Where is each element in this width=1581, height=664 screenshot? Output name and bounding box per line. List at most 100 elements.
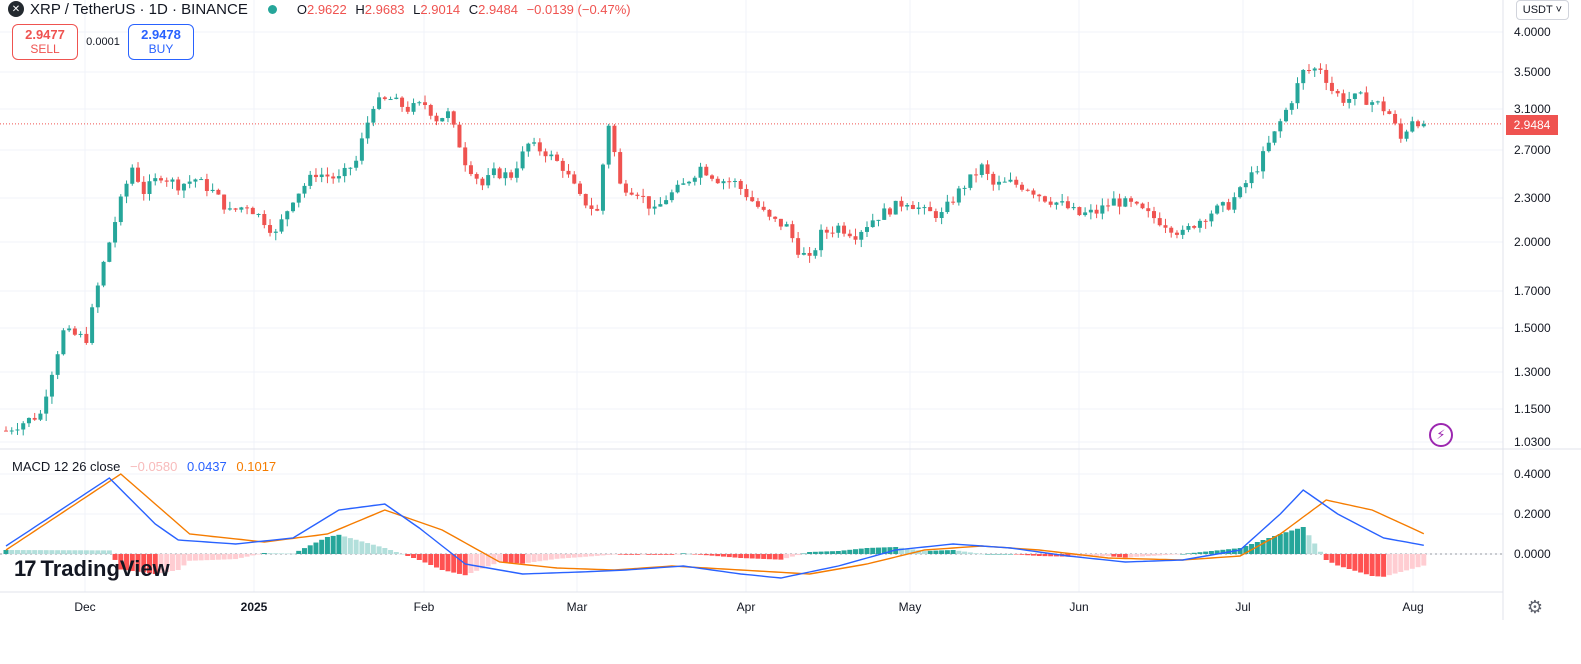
histogram-bar bbox=[307, 545, 313, 554]
candle-body bbox=[595, 208, 600, 211]
histogram-bar bbox=[198, 554, 204, 561]
histogram-bar bbox=[841, 550, 847, 554]
histogram-bar bbox=[600, 554, 606, 556]
histogram-bar bbox=[1151, 554, 1157, 556]
histogram-bar bbox=[830, 551, 836, 554]
candle-body bbox=[15, 429, 20, 431]
candle-body bbox=[916, 207, 921, 209]
candle-body bbox=[440, 118, 445, 122]
candle-body bbox=[1025, 189, 1030, 191]
candle-body bbox=[876, 219, 881, 221]
candle-body bbox=[1146, 208, 1151, 212]
histogram-bar bbox=[1352, 554, 1358, 571]
price-tick-label: 1.3000 bbox=[1514, 365, 1551, 379]
histogram-bar bbox=[858, 548, 864, 554]
time-axis[interactable]: Dec 2025 Feb Mar Apr May Jun Jul Aug bbox=[74, 600, 1423, 614]
candle-body bbox=[951, 201, 956, 203]
histogram-bar bbox=[181, 554, 187, 566]
symbol-title[interactable]: XRP / TetherUS · 1D · BINANCE bbox=[30, 0, 248, 18]
candle-body bbox=[1261, 151, 1266, 172]
histogram-bar bbox=[939, 550, 945, 554]
candle-body bbox=[859, 231, 864, 240]
histogram-bar bbox=[169, 554, 175, 571]
candle-body bbox=[767, 209, 772, 217]
macd-legend[interactable]: MACD 12 26 close −0.0580 0.0437 0.1017 bbox=[12, 459, 276, 474]
histogram-bar bbox=[1392, 554, 1398, 574]
histogram-bar bbox=[428, 554, 434, 565]
histogram-bar bbox=[353, 539, 359, 554]
histogram-bar bbox=[1335, 554, 1341, 566]
candle-body bbox=[732, 180, 737, 182]
candle-body bbox=[824, 229, 829, 233]
macd-signal-value: 0.1017 bbox=[236, 459, 277, 474]
candle-body bbox=[715, 178, 720, 184]
buy-button[interactable]: 2.9478 BUY bbox=[128, 24, 194, 60]
histogram-bar bbox=[1386, 554, 1392, 576]
currency-selector[interactable]: USDT ˅ bbox=[1515, 0, 1569, 20]
histogram-bar bbox=[904, 548, 910, 554]
candle-body bbox=[974, 174, 979, 176]
candle-body bbox=[784, 224, 789, 227]
histogram-bar bbox=[1008, 554, 1013, 555]
histogram-bar bbox=[9, 550, 15, 554]
candle-body bbox=[1226, 202, 1231, 210]
histogram-bar bbox=[319, 539, 325, 554]
macd-axis[interactable]: 0.4000 0.2000 0.0000 bbox=[1514, 467, 1551, 561]
candle-body bbox=[1278, 121, 1283, 132]
candle-body bbox=[710, 175, 715, 179]
candle-body bbox=[491, 168, 496, 176]
histogram-bar bbox=[657, 554, 663, 555]
lightning-icon[interactable]: ⚡ bbox=[1429, 423, 1453, 447]
histogram-bar bbox=[629, 554, 635, 555]
histogram-bar bbox=[1404, 554, 1410, 571]
histogram-bar bbox=[1157, 554, 1163, 556]
histogram-bar bbox=[818, 551, 824, 554]
histogram-bar bbox=[393, 552, 399, 554]
candle-body bbox=[543, 151, 548, 157]
histogram-bar bbox=[376, 546, 382, 554]
candle-body bbox=[945, 201, 950, 213]
sell-button[interactable]: 2.9477 SELL bbox=[12, 24, 78, 60]
candle-body bbox=[1398, 123, 1403, 139]
candle-body bbox=[910, 204, 915, 209]
histogram-bar bbox=[910, 549, 916, 554]
histogram-bar bbox=[1191, 552, 1197, 554]
histogram-bar bbox=[749, 554, 755, 559]
candle-body bbox=[1306, 70, 1311, 72]
candle-body bbox=[302, 185, 307, 194]
histogram-bar bbox=[95, 550, 101, 554]
histogram-bar bbox=[508, 554, 514, 563]
histogram-bar bbox=[789, 554, 795, 557]
candle-body bbox=[388, 99, 393, 101]
histogram-bar bbox=[411, 554, 417, 558]
candle-body bbox=[457, 124, 462, 148]
histogram-bar bbox=[1002, 554, 1008, 555]
histogram-bar bbox=[801, 553, 807, 555]
candle-body bbox=[1083, 212, 1088, 216]
histogram-bar bbox=[743, 554, 749, 559]
candle-body bbox=[342, 167, 347, 177]
time-tick-label: Apr bbox=[737, 600, 756, 614]
histogram-bar bbox=[324, 537, 330, 554]
histogram-bar bbox=[1398, 554, 1404, 572]
candle-body bbox=[1255, 171, 1260, 173]
histogram-bar bbox=[1254, 542, 1260, 554]
candle-body bbox=[836, 225, 841, 233]
candle-body bbox=[486, 175, 491, 186]
histogram-bar bbox=[588, 554, 594, 557]
histogram-bar bbox=[514, 554, 520, 564]
histogram-bar bbox=[342, 536, 348, 554]
tradingview-logo[interactable]: 17 TradingView bbox=[14, 556, 170, 582]
histogram-bar bbox=[1340, 554, 1346, 568]
candle-body bbox=[744, 188, 749, 198]
histogram-bar bbox=[49, 550, 55, 554]
candle-body bbox=[629, 192, 634, 195]
candle-body bbox=[187, 181, 192, 184]
macd-line bbox=[5, 477, 1424, 579]
candle-body bbox=[170, 179, 175, 182]
histogram-bar bbox=[1168, 554, 1174, 555]
settings-gear-icon[interactable]: ⚙ bbox=[1526, 597, 1544, 617]
price-axis[interactable]: 4.0000 3.5000 3.1000 2.7000 2.3000 2.0000 1.70… bbox=[1514, 25, 1551, 449]
candle-body bbox=[956, 188, 961, 203]
